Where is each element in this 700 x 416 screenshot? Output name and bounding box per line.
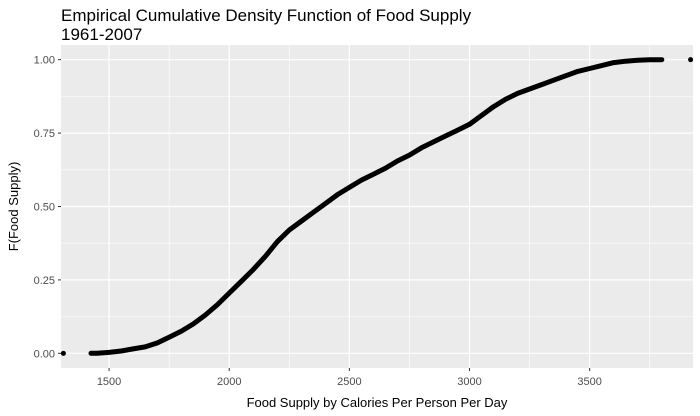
ecdf-endpoint (60, 350, 66, 356)
x-axis: 1500 2000 2500 3000 3500 (97, 368, 602, 388)
x-tick-label: 1500 (97, 376, 121, 388)
y-tick-label: 0.75 (34, 128, 55, 140)
grid-lines (48, 45, 693, 368)
y-axis-title: F(Food Supply) (6, 162, 21, 252)
y-axis: 0.00 0.25 0.50 0.75 1.00 (34, 55, 61, 360)
x-tick-label: 2500 (337, 376, 361, 388)
chart-title: Empirical Cumulative Density Function of… (61, 6, 472, 44)
ecdf-endpoint (688, 57, 694, 63)
x-tick-label: 3000 (457, 376, 481, 388)
ecdf-line (88, 57, 665, 356)
y-tick-label: 0.25 (34, 275, 55, 287)
ecdf-series (60, 57, 694, 356)
x-tick-label: 2000 (217, 376, 241, 388)
y-tick-label: 0.50 (34, 202, 55, 214)
y-tick-label: 1.00 (34, 55, 55, 67)
x-axis-title: Food Supply by Calories Per Person Per D… (247, 395, 508, 410)
x-tick-label: 3500 (577, 376, 601, 388)
y-tick-label: 0.00 (34, 348, 55, 360)
